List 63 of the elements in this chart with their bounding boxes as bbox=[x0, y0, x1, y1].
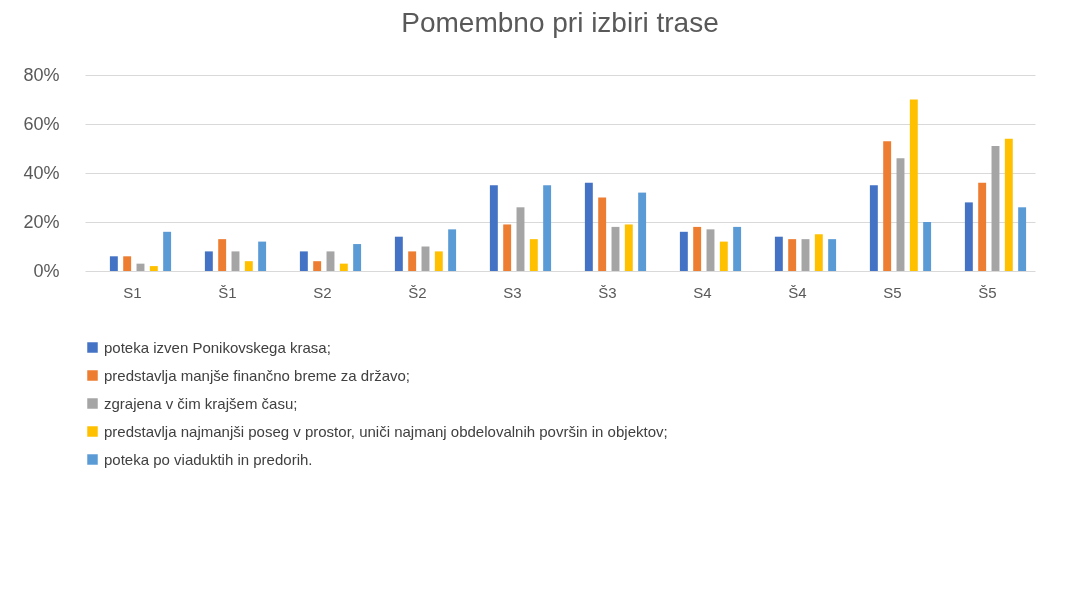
bar bbox=[733, 226, 742, 271]
bar bbox=[869, 185, 878, 271]
bar bbox=[204, 251, 213, 271]
x-tick-label: Š4 bbox=[788, 283, 807, 301]
bar bbox=[109, 256, 118, 271]
y-tick-label: 60% bbox=[23, 113, 60, 134]
bar bbox=[679, 231, 688, 271]
bar bbox=[774, 236, 783, 271]
x-tick-label: S2 bbox=[313, 283, 332, 301]
bar bbox=[244, 261, 253, 271]
legend-label: poteka po viaduktih in predorih. bbox=[104, 450, 313, 468]
y-tick-label: 0% bbox=[33, 260, 60, 281]
bar bbox=[149, 266, 158, 271]
bar bbox=[529, 239, 538, 271]
legend-label: predstavlja najmanjši poseg v prostor, uniči najmanj obdelovalnih površin in objektov; bbox=[104, 422, 668, 440]
bar bbox=[584, 182, 593, 271]
bar bbox=[1018, 207, 1027, 271]
bar bbox=[503, 224, 512, 271]
bar bbox=[394, 236, 403, 271]
bar bbox=[231, 251, 240, 271]
bar bbox=[1004, 138, 1013, 271]
bar bbox=[638, 192, 647, 271]
bar bbox=[883, 141, 892, 271]
bar bbox=[978, 182, 987, 271]
bar bbox=[408, 251, 417, 271]
chart-title: Pomembno pri izbiri trase bbox=[401, 7, 719, 38]
x-tick-label: S5 bbox=[883, 283, 902, 301]
bar bbox=[218, 239, 227, 271]
legend-label: zgrajena v čim krajšem času; bbox=[104, 394, 298, 412]
bar bbox=[448, 229, 457, 271]
bar bbox=[719, 241, 728, 271]
bar bbox=[353, 244, 362, 271]
bar bbox=[964, 202, 973, 271]
bar bbox=[693, 226, 702, 271]
bar bbox=[788, 239, 797, 271]
bar bbox=[814, 234, 823, 271]
x-tick-label: Š3 bbox=[598, 283, 617, 301]
x-tick-label: Š1 bbox=[218, 283, 237, 301]
bar bbox=[598, 197, 607, 271]
y-tick-label: 20% bbox=[23, 211, 60, 232]
y-tick-label: 40% bbox=[23, 162, 60, 183]
bar bbox=[489, 185, 498, 271]
x-tick-label: S3 bbox=[503, 283, 522, 301]
x-tick-label: Š2 bbox=[408, 283, 427, 301]
x-tick-label: Š5 bbox=[978, 283, 997, 301]
bar bbox=[909, 99, 918, 271]
bar bbox=[258, 241, 267, 271]
x-tick-label: S4 bbox=[693, 283, 712, 301]
bar bbox=[123, 256, 132, 271]
bar bbox=[163, 231, 172, 271]
bar bbox=[434, 251, 443, 271]
bar bbox=[923, 222, 932, 271]
bar bbox=[326, 251, 335, 271]
legend-label: predstavlja manjše finančno breme za državo; bbox=[104, 366, 410, 384]
bar bbox=[339, 263, 348, 271]
bar bbox=[828, 239, 837, 271]
bar bbox=[624, 224, 633, 271]
bar bbox=[299, 251, 308, 271]
legend-label: poteka izven Ponikovskega krasa; bbox=[104, 338, 331, 356]
x-tick-label: S1 bbox=[123, 283, 142, 301]
y-tick-label: 80% bbox=[23, 64, 60, 85]
bar bbox=[543, 185, 552, 271]
bar bbox=[313, 261, 322, 271]
